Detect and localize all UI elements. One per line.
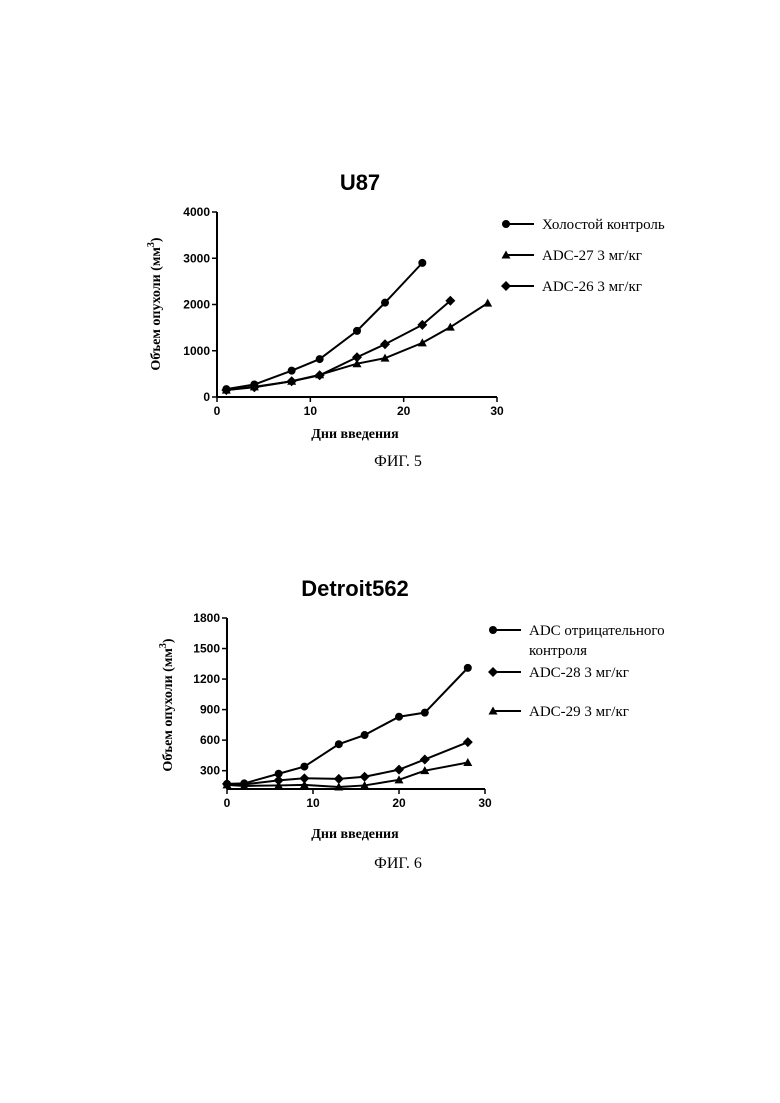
legend-marker xyxy=(489,626,497,634)
legend-label: ADC-29 3 мг/кг xyxy=(529,704,629,720)
series-line xyxy=(226,263,422,389)
legend-label: ADC-27 3 мг/кг xyxy=(542,248,642,264)
data-point xyxy=(418,338,427,346)
legend-marker xyxy=(501,281,511,291)
data-point xyxy=(395,713,403,721)
legend-detroit562: ADC отрицательного контроля ADC-28 3 мг/кг… xyxy=(488,623,665,720)
data-point xyxy=(353,327,361,335)
legend-label: ADC-26 3 мг/кг xyxy=(542,279,642,295)
x-axis-label-detroit562: Дни введения xyxy=(311,827,399,842)
legend-label: ADC отрицательного xyxy=(529,623,665,639)
series-line xyxy=(227,668,468,784)
legend-label: ADC-28 3 мг/кг xyxy=(529,665,629,681)
legend-marker xyxy=(502,220,510,228)
data-point xyxy=(381,299,389,307)
legend-item-0: ADC отрицательного контроля xyxy=(489,623,665,659)
data-point xyxy=(316,355,324,363)
legend-marker xyxy=(488,667,498,677)
data-point xyxy=(352,352,362,362)
data-point xyxy=(334,774,344,784)
figure-caption-5: ФИГ. 5 xyxy=(374,453,422,470)
data-point xyxy=(420,754,430,764)
data-point xyxy=(315,370,325,380)
data-point xyxy=(483,299,492,307)
x-tick-label: 0 xyxy=(214,404,221,418)
figure-u87: U87 0 1000 2000 3000 4000 0 10 20 30 Дни введени… xyxy=(146,170,665,470)
data-point xyxy=(335,740,343,748)
series-1 xyxy=(222,299,492,394)
chart-title-u87: U87 xyxy=(340,170,380,195)
data-point xyxy=(394,765,404,775)
x-tick-label: 20 xyxy=(397,404,411,418)
y-tick-label: 2000 xyxy=(183,298,210,312)
plot-area-detroit562: 300 600 900 1200 1500 1800 0 10 20 30 xyxy=(193,611,492,810)
x-tick-label: 0 xyxy=(224,796,231,810)
x-tick-label: 10 xyxy=(304,404,318,418)
legend-label: контроля xyxy=(529,643,587,659)
data-point xyxy=(421,709,429,717)
legend-item-2: ADC-29 3 мг/кг xyxy=(489,704,629,720)
y-tick-label: 0 xyxy=(203,390,210,404)
data-point xyxy=(464,664,472,672)
y-tick-label: 300 xyxy=(200,764,220,778)
x-tick-label: 20 xyxy=(392,796,406,810)
y-tick-label: 4000 xyxy=(183,205,210,219)
data-point xyxy=(463,737,473,747)
legend-item-2: ADC-26 3 мг/кг xyxy=(501,279,642,295)
data-point xyxy=(463,758,472,766)
legend-label: Холостой контроль xyxy=(542,217,665,233)
plot-area-u87: 0 1000 2000 3000 4000 0 10 20 30 xyxy=(183,205,504,418)
series-line xyxy=(226,303,487,390)
y-tick-label: 900 xyxy=(200,703,220,717)
series-2 xyxy=(223,758,473,790)
y-tick-label: 3000 xyxy=(183,251,210,265)
x-tick-label: 30 xyxy=(490,404,504,418)
y-axis-label-u87: Объем опухоли (мм3) xyxy=(146,237,164,370)
data-point xyxy=(361,731,369,739)
y-tick-label: 1200 xyxy=(193,672,220,686)
series-1 xyxy=(222,737,473,789)
legend-item-1: ADC-28 3 мг/кг xyxy=(488,665,629,681)
figure-caption-6: ФИГ. 6 xyxy=(374,855,422,872)
y-tick-label: 600 xyxy=(200,733,220,747)
series-line xyxy=(227,763,468,787)
chart-title-detroit562: Detroit562 xyxy=(301,576,409,601)
data-point xyxy=(446,323,455,331)
data-point xyxy=(360,772,370,782)
y-tick-label: 1500 xyxy=(193,642,220,656)
legend-u87: Холостой контроль ADC-27 3 мг/кг ADC-26 3 … xyxy=(501,217,665,295)
data-point xyxy=(418,259,426,267)
data-point xyxy=(288,367,296,375)
y-tick-label: 1800 xyxy=(193,611,220,625)
x-tick-label: 10 xyxy=(306,796,320,810)
figure-detroit562: Detroit562 3006009001200150018000102030 … xyxy=(158,576,665,872)
data-point xyxy=(380,339,390,349)
x-axis-label-u87: Дни введения xyxy=(311,427,399,442)
y-tick-label: 1000 xyxy=(183,344,210,358)
y-axis-label-detroit562: Объем опухоли (мм3) xyxy=(158,638,176,771)
x-tick-label: 30 xyxy=(478,796,492,810)
data-point xyxy=(300,763,308,771)
legend-item-0: Холостой контроль xyxy=(502,217,665,233)
legend-item-1: ADC-27 3 мг/кг xyxy=(502,248,642,264)
